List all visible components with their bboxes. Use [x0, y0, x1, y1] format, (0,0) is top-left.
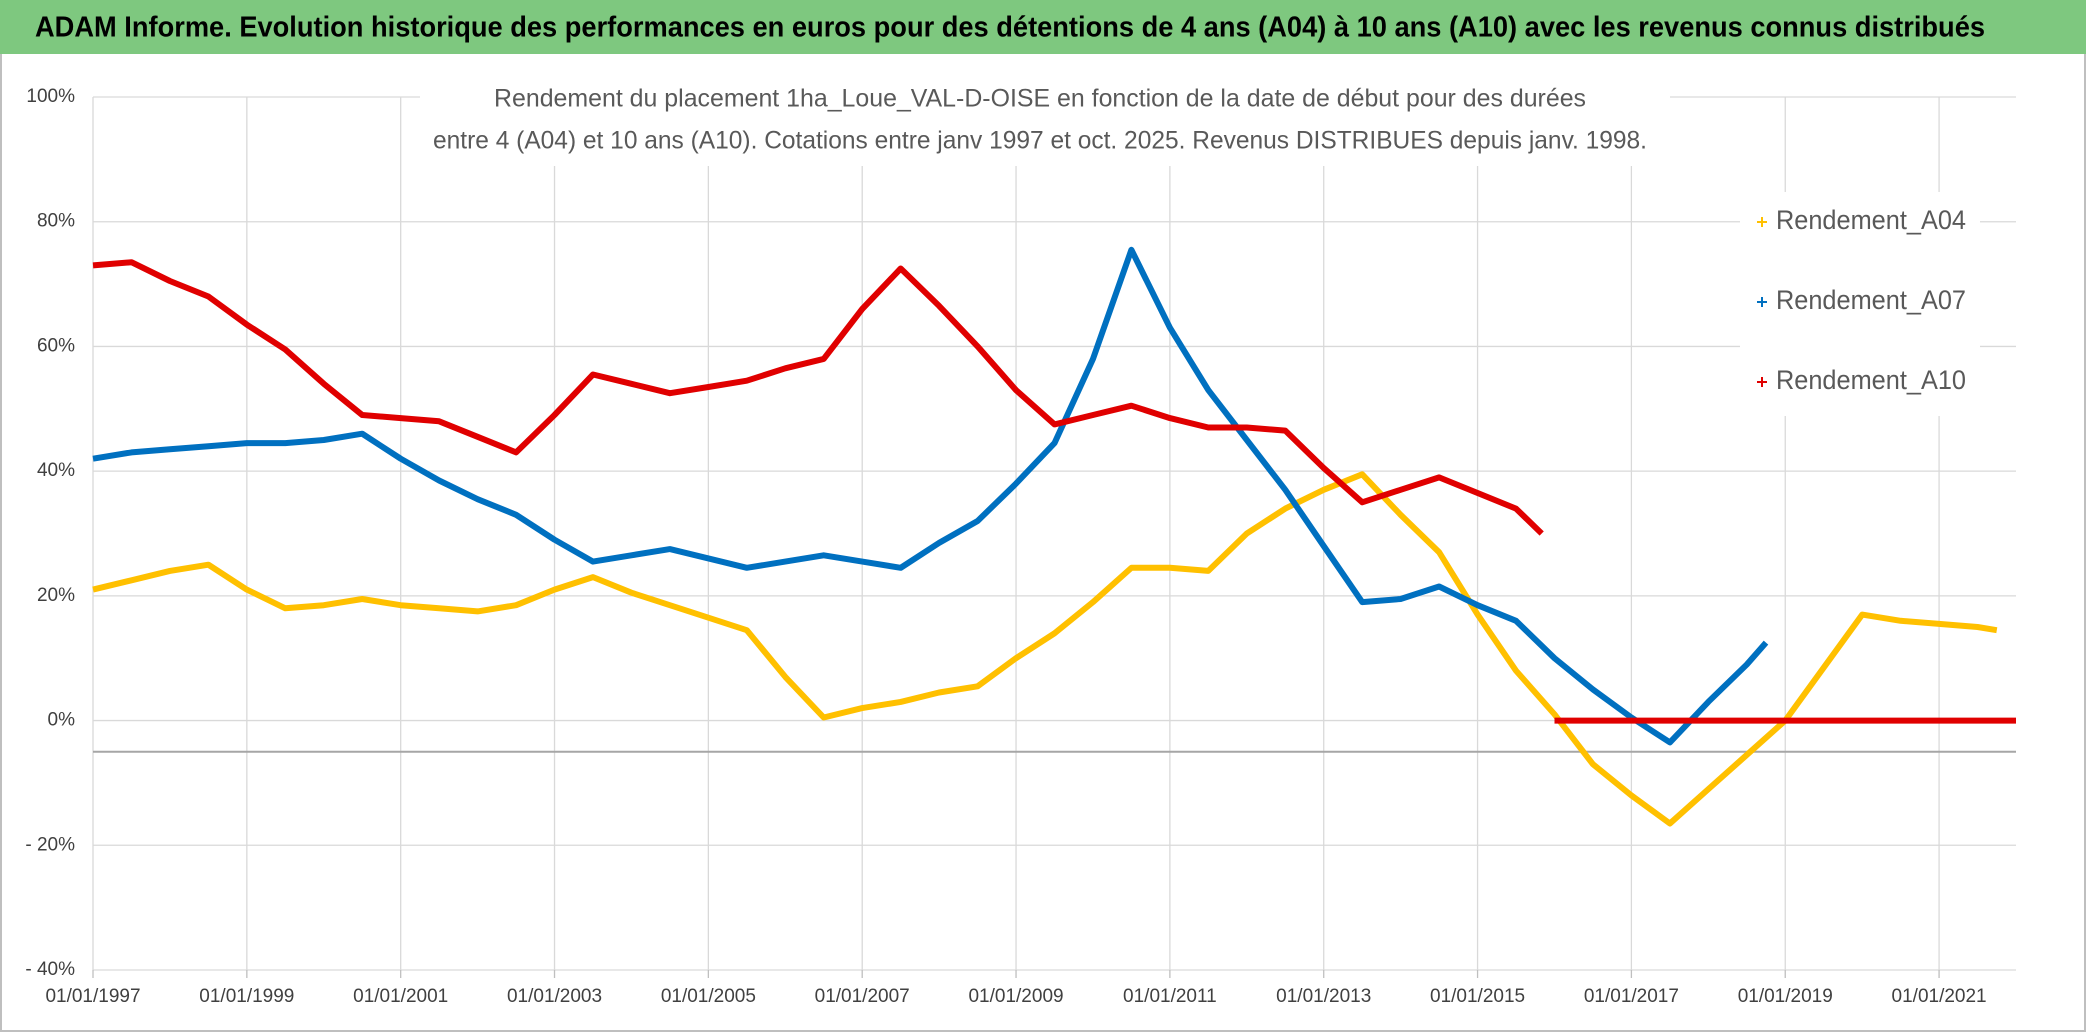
chart-title: Rendement du placement 1ha_Loue_VAL-D-OI…: [494, 85, 1586, 113]
legend-marker: [1757, 297, 1767, 307]
x-tick-label: 01/01/2009: [968, 986, 1063, 1007]
x-tick-label: 01/01/2003: [507, 986, 602, 1007]
y-tick-label: - 20%: [25, 834, 75, 855]
x-tick-label: 01/01/2013: [1276, 986, 1371, 1007]
x-tick-label: 01/01/2005: [661, 986, 756, 1007]
series-line: [92, 471, 1998, 827]
title-bar: [0, 0, 2086, 54]
page-title: ADAM Informe. Evolution historique des p…: [35, 12, 1985, 44]
x-tick-label: 01/01/2001: [353, 986, 448, 1007]
y-tick-label: 60%: [37, 335, 75, 356]
series-line: [92, 259, 2016, 724]
y-tick-label: 40%: [37, 460, 75, 481]
y-tick-label: 80%: [37, 211, 75, 232]
x-tick-label: 01/01/2007: [815, 986, 910, 1007]
legend-background: [1740, 192, 1980, 416]
x-tick-label: 01/01/1997: [45, 986, 140, 1007]
legend-label: Rendement_A04: [1776, 205, 1966, 235]
legend-marker: [1757, 377, 1767, 387]
y-tick-label: 0%: [48, 710, 76, 731]
x-tick-label: 01/01/2021: [1892, 986, 1987, 1007]
legend-label: Rendement_A10: [1776, 365, 1966, 395]
x-tick-label: 01/01/2011: [1123, 986, 1217, 1007]
title-background: [420, 78, 1670, 166]
x-tick-label: 01/01/1999: [199, 986, 294, 1007]
series-line: [92, 246, 1769, 746]
x-tick-label: 01/01/2015: [1430, 986, 1525, 1007]
y-tick-label: 20%: [37, 585, 75, 606]
y-tick-label: - 40%: [25, 959, 75, 980]
y-tick-label: 100%: [26, 86, 75, 107]
x-tick-label: 01/01/2017: [1584, 986, 1679, 1007]
legend-label: Rendement_A07: [1776, 285, 1966, 315]
legend-marker: [1757, 217, 1767, 227]
x-tick-label: 01/01/2019: [1738, 986, 1833, 1007]
chart-title: entre 4 (A04) et 10 ans (A10). Cotations…: [433, 127, 1647, 155]
